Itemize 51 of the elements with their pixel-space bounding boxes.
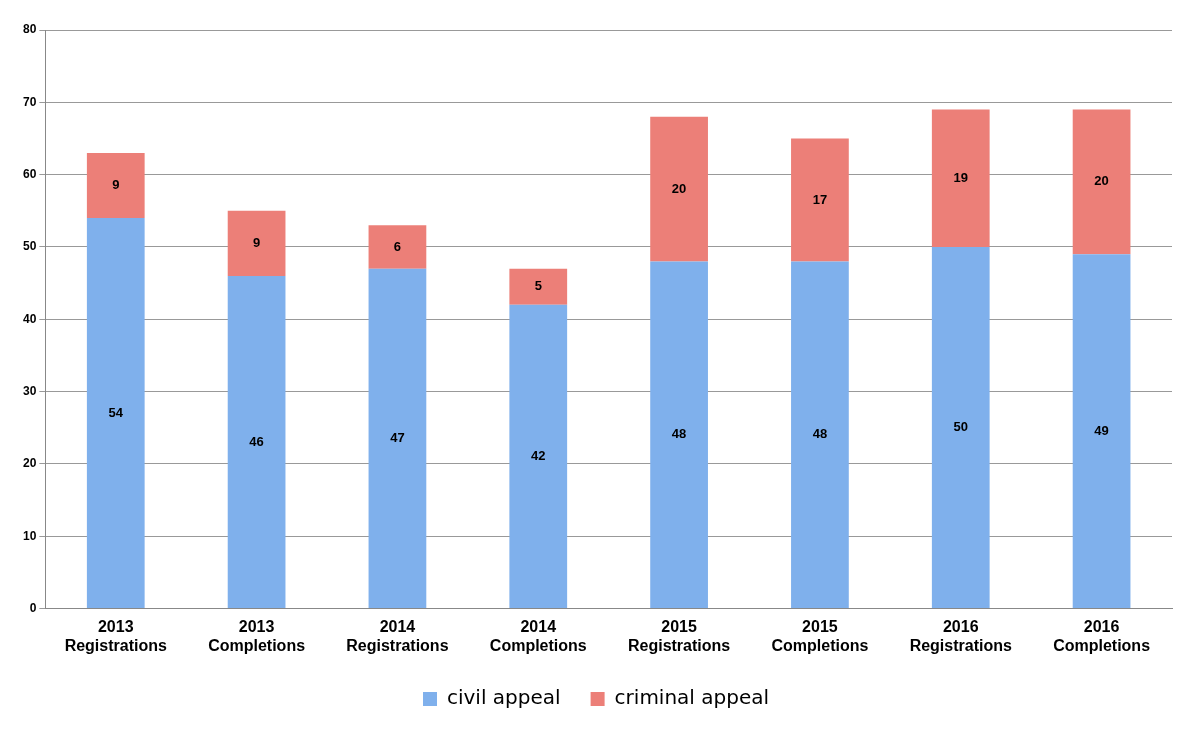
data-label: 47 — [390, 429, 405, 445]
legend-label: criminal appeal — [614, 685, 770, 710]
x-tick-label: 2013 Completions — [208, 617, 306, 654]
data-label: 46 — [249, 433, 264, 449]
y-tick-label: 10 — [22, 528, 37, 543]
y-tick-label: 50 — [22, 239, 37, 254]
bar — [86, 152, 145, 219]
bar — [368, 225, 427, 269]
bar — [509, 304, 568, 609]
bar — [86, 218, 145, 609]
data-label: 48 — [671, 426, 687, 442]
y-tick-label: 80 — [22, 22, 37, 37]
bar — [650, 261, 708, 609]
data-label: 20 — [671, 180, 687, 196]
data-label: 50 — [953, 419, 968, 435]
y-tick-label: 70 — [22, 94, 37, 109]
x-tick-label: 2016 Completions — [1053, 617, 1151, 654]
bar — [931, 109, 990, 247]
bar — [931, 246, 990, 609]
legend-label: civil appeal — [446, 685, 561, 710]
data-label: 17 — [812, 191, 828, 207]
data-label: 42 — [531, 448, 546, 464]
x-tick-label: 2014 Registrations — [346, 617, 449, 654]
data-label: 9 — [252, 234, 261, 250]
bar — [509, 268, 568, 305]
y-tick-label: 20 — [22, 456, 37, 471]
x-tick-label: 2015 Completions — [771, 617, 869, 654]
data-label: 9 — [112, 177, 120, 193]
bar — [1072, 109, 1131, 255]
x-tick-label: 2015 Registrations — [627, 617, 731, 654]
data-label: 54 — [108, 404, 124, 420]
x-tick-label: 2016 Registrations — [909, 617, 1012, 654]
y-tick-label: 40 — [22, 311, 37, 326]
y-tick-label: 0 — [29, 600, 37, 615]
data-label: 49 — [1094, 422, 1109, 438]
data-label: 6 — [393, 238, 402, 254]
bar — [791, 261, 849, 609]
x-tick-label: 2013 Registrations — [64, 617, 167, 654]
data-label: 5 — [534, 278, 542, 294]
y-tick-label: 30 — [22, 383, 37, 398]
bar — [1072, 254, 1131, 609]
data-label: 48 — [812, 426, 828, 442]
bar — [368, 268, 427, 609]
x-tick-label: 2014 Completions — [489, 617, 587, 654]
data-label: 20 — [1094, 173, 1109, 189]
data-label: 19 — [953, 169, 968, 185]
bar — [227, 210, 286, 276]
bar — [227, 275, 286, 609]
y-tick-label: 60 — [22, 166, 37, 181]
bar — [791, 138, 849, 262]
bar — [650, 116, 708, 262]
